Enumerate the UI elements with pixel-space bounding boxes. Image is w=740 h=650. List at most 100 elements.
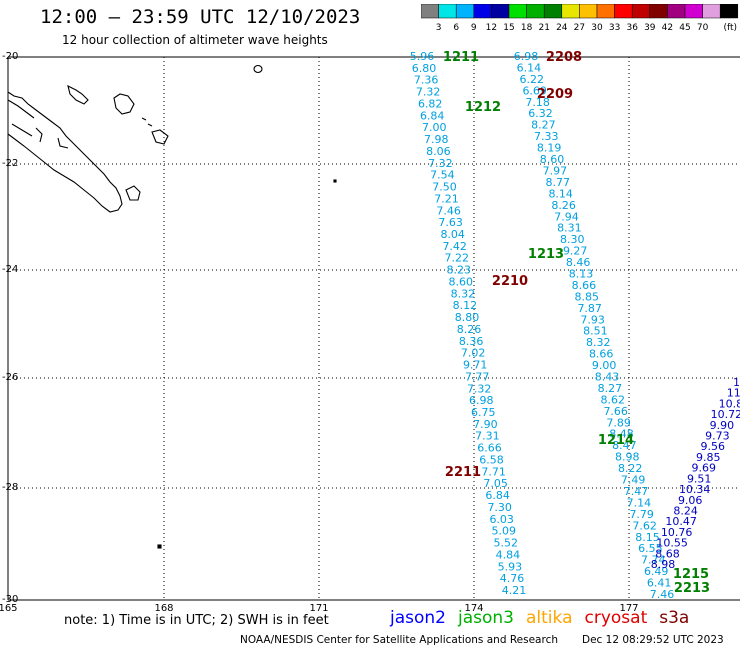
wave-height-value: 9.27 (563, 245, 588, 258)
wave-height-value: 8.32 (451, 287, 476, 300)
wave-height-value: 7.93 (580, 313, 605, 326)
wave-height-value: 7.87 (577, 302, 602, 315)
wave-height-value: 7.54 (430, 169, 455, 182)
wave-height-value: 5.09 (492, 525, 517, 538)
wave-height-value: 8.68 (655, 547, 680, 560)
scale-unit: (ft) (723, 23, 737, 33)
wave-height-value: 6.75 (471, 406, 496, 419)
satellite-legend: jason2 jason3 altika cryosat s3a (390, 608, 701, 628)
pass-id-label: 2208 (546, 50, 582, 65)
wave-height-value: 7.89 (606, 416, 631, 429)
scale-tick-label: 30 (591, 23, 603, 33)
wave-height-value: 8.23 (447, 264, 472, 277)
wave-height-value: 8.80 (455, 311, 480, 324)
wave-height-value: 7.32 (428, 157, 453, 170)
footnote: note: 1) Time is in UTC; 2) SWH is in fe… (64, 613, 329, 628)
wave-height-value: 6.41 (647, 577, 672, 590)
scale-tick-label: 18 (521, 23, 533, 33)
satellite-jason3: jason3 (458, 608, 514, 628)
wave-height-value: 8.22 (618, 462, 643, 475)
pass-id-label: 2209 (537, 87, 573, 102)
scale-tick-label: 27 (574, 23, 585, 33)
wave-height-value: 8.13 (569, 268, 594, 281)
wave-height-value: 6.82 (418, 98, 443, 111)
wave-height-value: 9.56 (701, 440, 726, 453)
wave-height-value: 5.93 (498, 560, 523, 573)
wave-height-value: 8.60 (540, 153, 565, 166)
wave-height-value: 7.62 (632, 519, 657, 532)
wave-height-value: 8.19 (537, 142, 562, 155)
wave-height-value: 10.72 (711, 408, 740, 421)
altimeter-track-b: 6.986.146.226.697.186.328.277.338.198.60… (514, 50, 675, 601)
pass-id-label: 2213 (674, 581, 710, 596)
satellite-s3a: s3a (659, 608, 690, 628)
map-subtitle: 12 hour collection of altimeter wave hei… (62, 33, 328, 47)
altimeter-track-c: 1011.10.810.729.909.739.569.859.699.5110… (651, 376, 740, 571)
wave-height-value: 6.32 (528, 107, 553, 120)
longitude-label: 171 (309, 603, 328, 614)
wave-height-value: 7.00 (422, 121, 447, 134)
wave-height-value: 7.74 (641, 554, 666, 567)
wave-height-value: 9.06 (678, 494, 703, 507)
scale-swatch (719, 4, 739, 19)
latitude-labels: -20 -22 -24 -26 -28 -30 (2, 51, 18, 605)
wave-height-value: 6.84 (420, 109, 445, 122)
wave-height-value: 8.47 (612, 439, 637, 452)
wave-height-value: 7.02 (461, 347, 486, 360)
wave-height-value: 8.85 (575, 290, 600, 303)
scale-tick-label: 24 (556, 23, 568, 33)
wave-height-value: 9.71 (463, 359, 488, 372)
credit-text: NOAA/NESDIS Center for Satellite Applica… (240, 634, 558, 646)
altimeter-track-a: 5.966.807.367.326.826.847.007.988.067.32… (410, 50, 527, 597)
wave-height-value: 8.04 (440, 228, 465, 241)
wave-height-value: 8.26 (457, 323, 482, 336)
wave-height-value: 7.49 (621, 474, 646, 487)
wave-height-value: 8.36 (459, 335, 484, 348)
wave-height-value: 8.66 (589, 348, 614, 361)
wave-height-value: 7.77 (465, 370, 490, 383)
wave-height-value: 8.27 (598, 382, 623, 395)
wave-height-value: 7.30 (487, 501, 512, 514)
wave-height-value: 7.50 (432, 181, 457, 194)
wave-height-value: 8.14 (548, 187, 573, 200)
wave-height-value: 8.98 (651, 558, 676, 571)
map-title: 12:00 – 23:59 UTC 12/10/2023 (40, 6, 361, 28)
wave-height-value: 6.03 (489, 513, 514, 526)
wave-height-value: 7.32 (416, 86, 441, 99)
credit-line: NOAA/NESDIS Center for Satellite Applica… (240, 634, 724, 646)
wave-height-value: 8.51 (583, 325, 608, 338)
scale-tick-label: 6 (453, 23, 459, 33)
wave-height-value: 7.46 (436, 204, 461, 217)
wave-height-value: 5.52 (494, 537, 519, 550)
wave-height-value: 7.14 (627, 496, 652, 509)
wave-height-value: 6.84 (485, 489, 510, 502)
satellite-jason2: jason2 (390, 608, 446, 628)
wave-height-value: 8.62 (601, 393, 626, 406)
pass-id-label: 1213 (528, 247, 564, 262)
scale-tick-label: 3 (436, 23, 442, 33)
wave-height-value: 6.49 (644, 565, 669, 578)
wave-height-value: 7.90 (473, 418, 498, 431)
wave-height-value: 7.42 (442, 240, 467, 253)
wave-height-value: 6.14 (517, 61, 542, 74)
wave-height-value: 8.27 (531, 119, 556, 132)
scale-tick-label: 9 (471, 23, 477, 33)
longitude-label: 165 (0, 603, 18, 614)
wave-height-value: 4.76 (500, 572, 525, 585)
pass-id-label: 1214 (598, 433, 634, 448)
wave-height-value: 9.85 (696, 451, 721, 464)
wave-height-value: 10.55 (656, 537, 688, 550)
pass-id-label: 2210 (492, 274, 528, 289)
longitude-labels: 165 168 171 174 177 (0, 603, 639, 614)
wave-height-value: 8.15 (635, 531, 660, 544)
wave-height-value: 6.22 (520, 73, 545, 86)
wave-height-value: 7.18 (525, 96, 550, 109)
wave-height-value: 5.96 (410, 50, 435, 63)
wave-height-value: 7.98 (424, 133, 449, 146)
wave-height-value: 6.66 (477, 442, 502, 455)
wave-height-value: 11. (727, 387, 740, 400)
latitude-label: -24 (2, 264, 18, 275)
credit-timestamp: Dec 12 08:29:52 UTC 2023 (582, 634, 724, 646)
